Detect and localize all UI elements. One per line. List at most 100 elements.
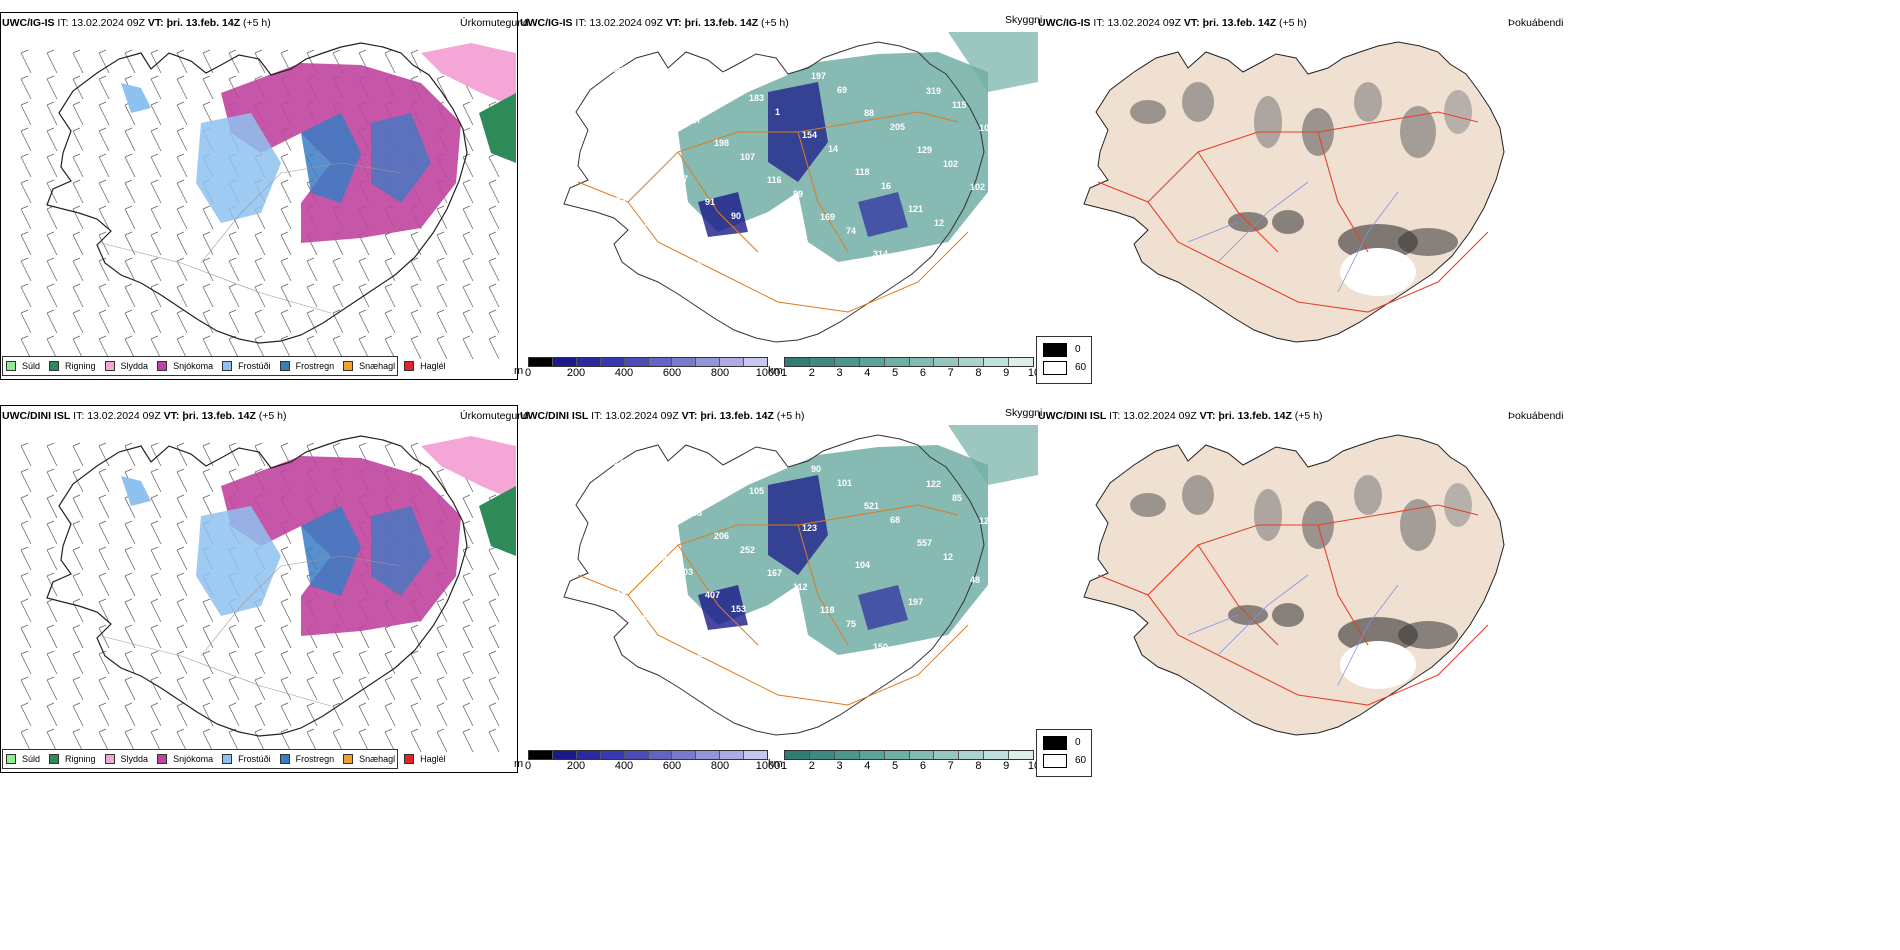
cloudbase-value: 183	[749, 93, 764, 103]
fog-legend-row1: 0 60	[1036, 336, 1092, 384]
colorbar-block	[600, 751, 625, 759]
colorbar-block	[934, 358, 960, 366]
cloudbase-value: 101	[837, 478, 852, 488]
fog-legend-swatch-0	[1043, 343, 1067, 357]
fog-panel-row2	[1038, 405, 1558, 773]
visibility-colorbar-row2: 1 2 3 4 5 6 7 8 9 10 km	[768, 750, 1040, 772]
cloudbase-value: 121	[908, 204, 923, 214]
legend-item-súld: Súld	[6, 361, 40, 371]
cloudbase-value: 169	[820, 212, 835, 222]
colorbar-tick: 1000	[755, 760, 781, 772]
legend-item-slydda: Slydda	[104, 361, 149, 371]
cloudbase-value: 93	[652, 160, 662, 170]
panel-title-fog-row1: Þokuábendi	[1508, 17, 1564, 29]
header-row1-precip: UWC/IG-IS IT: 13.02.2024 09Z VT: þri. 13…	[2, 17, 271, 29]
cloud-map: 9965581981161693143191079391330197881291…	[563, 32, 1038, 343]
cloudbase-value: 115	[952, 100, 967, 110]
cloudbase-labels: 563 370 206 167 118 150 122 127 239 407 82 90 521 557…	[608, 457, 994, 666]
fog-legend-label-0: 0	[1075, 737, 1081, 748]
colorbar-block	[696, 358, 721, 366]
cloudbase-value: 197	[811, 71, 826, 81]
cloudbase-value: 153	[731, 604, 746, 614]
colorbar-block	[1009, 751, 1034, 759]
cloudbase-ticks: 0 200 400 600 800 1000	[525, 367, 780, 379]
cloudbase-value: 97	[678, 174, 688, 184]
colorbar-tick: 2	[808, 367, 815, 379]
colorbar-block	[834, 751, 860, 759]
colorbar-block	[552, 751, 577, 759]
header-row1-cloud: UWC/IG-IS IT: 13.02.2024 09Z VT: þri. 13…	[520, 17, 789, 29]
cloudbase-value: 206	[714, 531, 729, 541]
cloudbase-colorbar-row1: 0 200 400 600 800 1000 m	[514, 357, 780, 379]
cloudbase-value: 150	[873, 642, 888, 652]
cloudbase-value: 314	[873, 249, 888, 259]
cloudbase-value: 370	[661, 494, 676, 504]
legend-swatch	[104, 361, 115, 371]
colorbar-block	[720, 751, 745, 759]
colorbar-block	[859, 751, 885, 759]
cloudbase-value: 138	[669, 233, 684, 243]
fog-shading	[1130, 475, 1472, 689]
cloudbase-value: 205	[890, 122, 905, 132]
cloudbase-value: 107	[979, 123, 994, 133]
cloudbase-unit: m	[514, 365, 524, 377]
colorbar-block	[959, 751, 985, 759]
legend-item-frostúði: Frostúði	[222, 754, 271, 764]
legend-swatch	[49, 361, 60, 371]
roads	[577, 111, 969, 313]
cloud-map: 563 370 206 167 118 150 122 127 239 407 82 90 521 557…	[563, 425, 1038, 736]
cloudbase-value: 118	[855, 167, 870, 177]
colorbar-block	[859, 358, 885, 366]
cloudbase-value: 996	[608, 64, 623, 74]
cloudbase-value: 12	[934, 218, 944, 228]
cloudbase-value: 68	[643, 612, 653, 622]
cloudbase-value: 319	[926, 86, 941, 96]
cloudbase-value: 80	[899, 656, 909, 666]
colorbar-block	[809, 358, 835, 366]
legend-label: Slydda	[120, 361, 149, 371]
legend-item-snjókoma: Snjókoma	[157, 754, 213, 764]
colorbar-block	[744, 358, 768, 366]
legend-swatch	[222, 361, 233, 371]
colorbar-block	[744, 751, 768, 759]
fog-legend-label-0: 0	[1075, 344, 1081, 355]
colorbar-block	[600, 358, 625, 366]
cloudbase-value: 558	[661, 101, 676, 111]
cloudbase-value: 557	[917, 538, 932, 548]
cloudbase-value: 181	[784, 248, 799, 258]
colorbar-tick: 1	[780, 367, 788, 379]
roads	[577, 504, 969, 706]
header-row2-fog: UWC/DINI ISL IT: 13.02.2024 09Z VT: þri.…	[1038, 410, 1323, 422]
legend-item-frostregn: Frostregn	[279, 754, 334, 764]
legend-label: Snæhagl	[359, 361, 396, 371]
precip-panel-row2	[0, 405, 518, 773]
roads	[1097, 111, 1489, 313]
fog-panel-row1	[1038, 12, 1558, 380]
precip-legend-row1: Súld Rigning Slydda Snjókoma Frostúði Frostre…	[2, 356, 446, 376]
precip-map	[20, 435, 516, 753]
panel-title-precip-row2: Úrkomutegund	[460, 410, 529, 422]
cloudbase-value: 90	[731, 211, 741, 221]
legend-label: Súld	[22, 754, 41, 764]
cloudbase-value: 12	[943, 552, 953, 562]
cloudbase-value: 116	[767, 175, 782, 185]
cloudbase-value: 167	[767, 568, 782, 578]
cloudbase-value: 563	[608, 457, 623, 467]
legend-item-frostúði: Frostúði	[222, 361, 271, 371]
visibility-ticks: 1 2 3 4 5 6 7 8 9 10	[781, 760, 1040, 772]
cloudbase-value: 104	[855, 560, 870, 570]
colorbar-block	[672, 751, 697, 759]
cloudbase-value: 107	[634, 78, 649, 88]
colorbar-tick: 2	[808, 760, 815, 772]
legend-item-frostregn: Frostregn	[279, 361, 334, 371]
colorbar-tick: 5	[892, 760, 899, 772]
cloudbase-blocks	[528, 750, 768, 760]
colorbar-tick: 400	[614, 760, 634, 772]
legend-label: Slydda	[120, 754, 149, 764]
precip-map	[20, 42, 516, 360]
legend-label: Snjókoma	[173, 361, 214, 371]
cloudbase-value: 69	[837, 85, 847, 95]
cloudbase-value: 154	[802, 130, 817, 140]
legend-swatch	[343, 361, 354, 371]
cloud-panel-row2: 563 370 206 167 118 150 122 127 239 407 82 90 521 557…	[518, 405, 1038, 773]
